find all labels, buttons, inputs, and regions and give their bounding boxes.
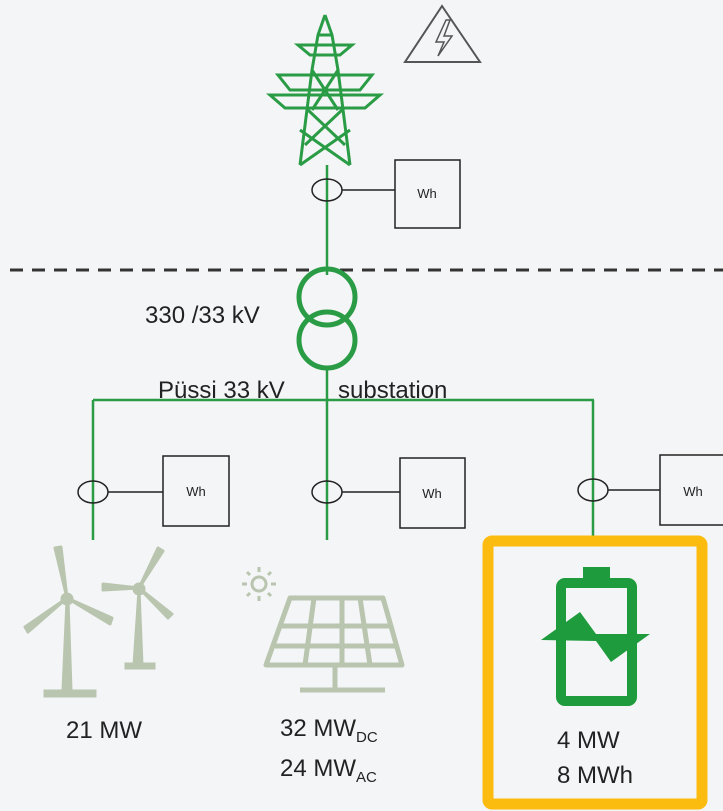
battery-icon (541, 567, 650, 706)
meter-box (659, 454, 723, 526)
meter-label: Wh (417, 186, 437, 201)
feeder: Wh (77, 400, 230, 540)
transformer-label: 330 /33 kV (145, 302, 260, 329)
transmission-tower (265, 14, 385, 167)
meter-label: Wh (683, 484, 703, 499)
power-label: 4 MW (557, 727, 620, 754)
capacity-value: 32 MW (280, 715, 356, 742)
busbar-label: substation (338, 377, 447, 404)
meter-label: Wh (422, 486, 442, 501)
capacity-label: 24 MWAC (280, 755, 377, 786)
busbar-label: Püssi 33 kV (158, 377, 285, 404)
meter-label: Wh (186, 484, 206, 499)
capacity-label: 32 MWDC (280, 715, 378, 746)
meter-box (399, 457, 466, 529)
transformer-winding (296, 266, 358, 328)
energy-label: 8 MWh (557, 762, 633, 789)
feeder: Wh (577, 400, 723, 540)
solar-panel-icon (242, 567, 405, 693)
subscript: DC (356, 729, 378, 746)
highlight-frame (482, 535, 708, 810)
meter-box (162, 455, 230, 527)
wind-turbines-icon (23, 545, 174, 698)
feeder: Wh (311, 400, 466, 540)
meter-box (394, 159, 461, 229)
capacity-value: 24 MW (280, 755, 356, 782)
capacity-label: 21 MW (66, 717, 142, 744)
warning-sign (403, 4, 482, 63)
subscript: AC (356, 769, 377, 786)
